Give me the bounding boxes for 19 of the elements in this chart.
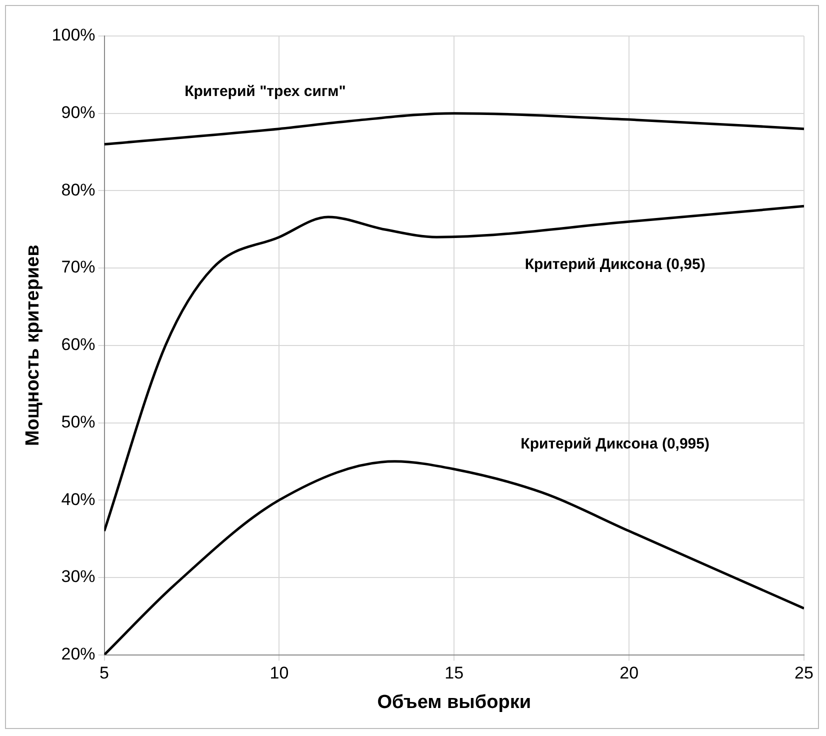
series-label: Критерий Диксона (0,95) (524, 256, 706, 274)
y-tick-label: 100% (52, 26, 96, 45)
y-tick-label: 30% (61, 567, 96, 586)
x-tick-label: 15 (444, 664, 464, 683)
y-axis-title: Мощность критериев (22, 244, 44, 446)
x-tick-label: 25 (794, 664, 814, 683)
y-tick-label: 60% (61, 335, 96, 354)
x-tick-label: 5 (100, 664, 110, 683)
x-tick-label: 10 (270, 664, 289, 683)
y-tick-label: 80% (61, 180, 96, 200)
y-tick-label: 70% (61, 258, 96, 277)
x-tick-label: 20 (620, 664, 639, 683)
y-tick-label: 50% (61, 412, 96, 432)
series-label: Критерий "трех сигм" (184, 82, 346, 100)
y-tick-label: 40% (61, 490, 96, 509)
y-tick-label: 20% (61, 644, 96, 664)
text: Критерий Диксона (0,995) (520, 436, 710, 453)
x-axis-title: Объем выборки (377, 692, 532, 713)
y-tick-label: 90% (61, 103, 96, 122)
